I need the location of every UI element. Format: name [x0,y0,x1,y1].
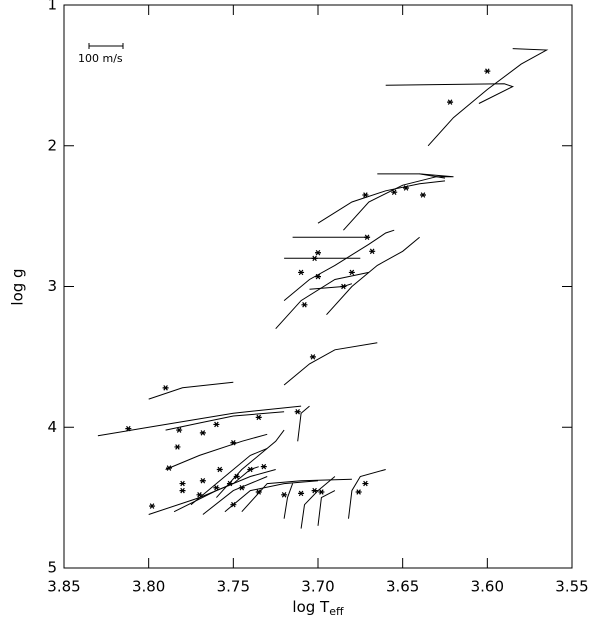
star-marker [162,385,169,391]
y-tick-label: 5 [47,559,57,577]
star-marker [149,503,156,509]
star-marker [125,425,132,432]
star-marker [447,99,454,105]
track [275,271,369,330]
star-marker [362,192,369,198]
track [283,483,294,519]
star-marker [403,185,410,191]
y-tick-label: 4 [47,418,57,436]
track [385,83,515,104]
y-tick-label: 3 [47,277,57,295]
x-tick-label: 3.80 [132,578,165,596]
star-marker [311,255,318,262]
star-marker [315,249,321,256]
star-marker [199,430,206,436]
star-marker [179,487,186,494]
y-tick-label: 2 [47,136,57,154]
star-marker [484,68,491,74]
x-tick-label: 3.75 [217,578,250,596]
star-marker [196,492,203,498]
star-marker [216,466,223,473]
star-marker [298,269,305,276]
star-marker [213,485,220,491]
star-marker [362,480,369,487]
track [97,405,302,437]
star-marker [199,477,206,484]
x-axis-label: log Teff [292,598,344,619]
x-axis-label-sub: eff [329,605,344,618]
star-marker [213,421,220,428]
track [427,48,549,147]
star-marker [247,466,254,473]
track [165,433,268,470]
track [202,476,268,515]
star-marker [348,269,355,276]
track [190,447,268,506]
annotation: 100 m/s [78,52,123,65]
star-marker [238,485,245,491]
plot-frame [63,4,573,569]
star-marker [419,192,426,198]
track [297,405,310,442]
star-marker [174,444,181,450]
track [348,469,386,519]
star-marker [364,234,371,240]
x-tick-label: 3.60 [471,578,504,596]
star-marker [294,409,301,415]
track [148,466,259,515]
star-marker [311,487,318,494]
star-marker [226,480,233,487]
star-marker [355,489,362,495]
track [283,342,378,386]
star-marker [340,283,347,290]
track [317,490,336,526]
star-marker [391,189,398,195]
star-marker [179,480,186,487]
track [343,173,454,231]
track [283,229,395,301]
star-marker [230,439,237,446]
star-marker [301,302,308,308]
track [241,478,352,513]
track [317,180,446,224]
star-marker [281,492,288,498]
x-tick-label: 3.55 [555,578,588,596]
track [224,480,319,513]
star-marker [309,354,316,360]
star-marker [369,248,376,255]
track [148,381,234,400]
y-tick-label: 1 [47,0,57,14]
track [165,411,285,431]
x-tick-label: 3.85 [47,578,80,596]
x-tick-label: 3.65 [386,578,419,596]
star-marker [230,501,237,508]
star-marker [315,273,321,280]
star-marker [255,489,262,495]
track [326,236,420,316]
star-marker [165,465,172,471]
star-marker [255,414,262,421]
track [300,476,336,529]
star-marker [298,490,305,497]
star-marker [318,489,325,495]
track [216,429,285,498]
x-tick-label: 3.70 [301,578,334,596]
star-marker [176,427,183,433]
star-marker [260,463,267,470]
track [377,173,446,179]
y-axis-label: log g [9,268,27,305]
star-marker [233,473,240,480]
x-axis-label-main: log T [292,598,330,616]
